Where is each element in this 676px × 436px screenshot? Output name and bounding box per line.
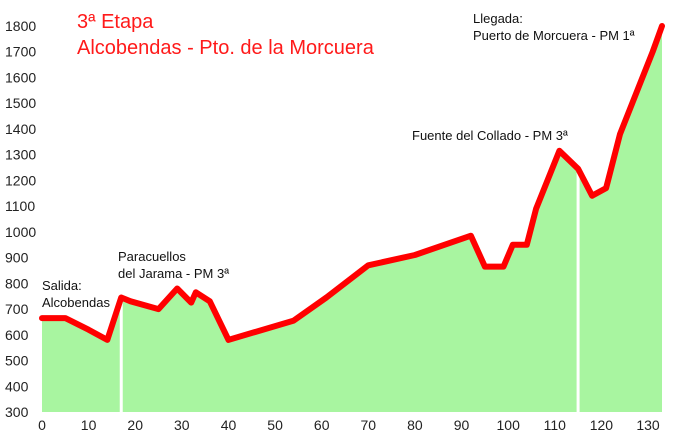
y-tick-label: 1000 [5, 224, 36, 240]
chart-title: 3ª Etapa [77, 11, 154, 33]
x-axis-ticks: 0 10 20 30 40 50 60 70 80 90 100 110 120 130 [38, 417, 660, 433]
y-tick-label: 500 [5, 353, 29, 369]
x-tick-label: 90 [454, 417, 470, 433]
y-axis-ticks: 300 400 500 600 700 800 900 1000 1100 1200 1300 140… [5, 18, 36, 420]
y-tick-label: 800 [5, 275, 29, 291]
y-tick-label: 1500 [5, 95, 36, 111]
x-tick-label: 100 [497, 417, 521, 433]
annotation-label: Paracuellos del Jarama - PM 3ª [118, 249, 229, 281]
elevation-area [42, 26, 662, 412]
y-tick-label: 400 [5, 378, 29, 394]
x-tick-label: 40 [221, 417, 237, 433]
x-tick-label: 130 [636, 417, 660, 433]
x-tick-label: 20 [127, 417, 143, 433]
plot-area [39, 23, 665, 412]
x-tick-label: 0 [38, 417, 46, 433]
annotation-label: Fuente del Collado - PM 3ª [412, 128, 568, 143]
y-tick-label: 1200 [5, 172, 36, 188]
x-tick-label: 120 [590, 417, 614, 433]
x-tick-label: 50 [267, 417, 283, 433]
y-tick-label: 1800 [5, 18, 36, 34]
y-tick-label: 1700 [5, 44, 36, 60]
y-tick-label: 1600 [5, 70, 36, 86]
y-tick-label: 1100 [5, 198, 35, 214]
annotation-label: Salida: Alcobendas [42, 278, 110, 310]
y-tick-label: 1300 [5, 147, 36, 163]
annotation-label: Llegada: Puerto de Morcuera - PM 1ª [473, 11, 635, 43]
y-tick-label: 900 [5, 250, 29, 266]
x-tick-label: 80 [407, 417, 423, 433]
y-tick-label: 300 [5, 404, 29, 420]
x-tick-label: 110 [544, 417, 567, 433]
x-tick-label: 10 [81, 417, 97, 433]
y-tick-label: 1400 [5, 121, 36, 137]
elevation-line [39, 23, 665, 343]
chart-subtitle: Alcobendas - Pto. de la Morcuera [77, 37, 375, 59]
y-tick-label: 700 [5, 301, 29, 317]
x-tick-label: 70 [361, 417, 377, 433]
y-tick-label: 600 [5, 327, 29, 343]
x-tick-label: 30 [174, 417, 190, 433]
x-tick-label: 60 [314, 417, 330, 433]
